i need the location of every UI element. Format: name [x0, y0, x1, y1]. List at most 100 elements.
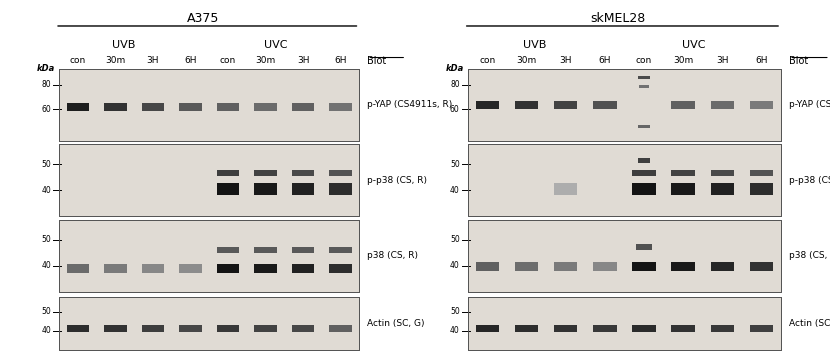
Text: kDa: kDa — [37, 64, 55, 73]
Bar — [476, 262, 499, 271]
Bar — [638, 125, 650, 128]
Text: 50: 50 — [450, 235, 460, 244]
Bar — [476, 101, 499, 109]
Bar — [632, 170, 656, 176]
Bar — [59, 220, 359, 292]
Text: 6H: 6H — [755, 56, 768, 65]
Text: 6H: 6H — [598, 56, 611, 65]
Bar — [632, 183, 656, 195]
Bar — [330, 264, 352, 273]
Text: con: con — [220, 56, 236, 65]
Text: 40: 40 — [42, 186, 51, 195]
Text: p-p38 (CS, R): p-p38 (CS, R) — [367, 176, 427, 185]
Text: con: con — [636, 56, 652, 65]
Bar — [671, 262, 695, 271]
Bar — [515, 262, 539, 271]
Text: p-p38 (CS, R): p-p38 (CS, R) — [789, 176, 830, 185]
Bar — [554, 262, 578, 271]
Text: kDa: kDa — [446, 64, 464, 73]
Bar — [292, 247, 315, 253]
Text: Actin (SC, G): Actin (SC, G) — [789, 319, 830, 328]
Text: 30m: 30m — [516, 56, 537, 65]
Text: UVC: UVC — [681, 40, 706, 50]
Bar — [710, 262, 734, 271]
Bar — [749, 262, 774, 271]
Bar — [59, 69, 359, 141]
Bar — [636, 244, 652, 250]
Bar — [710, 183, 734, 195]
Bar — [515, 325, 539, 332]
Bar — [59, 297, 359, 350]
Text: 40: 40 — [42, 261, 51, 270]
Text: Blot: Blot — [789, 56, 808, 66]
Bar — [217, 247, 239, 253]
Text: 40: 40 — [450, 326, 460, 335]
Text: p-YAP (CS4911s, R): p-YAP (CS4911s, R) — [367, 100, 452, 109]
Bar — [104, 103, 127, 111]
Bar — [476, 325, 499, 332]
Bar — [179, 103, 202, 111]
Bar — [330, 183, 352, 195]
Text: A375: A375 — [187, 12, 220, 25]
Text: p38 (CS, R): p38 (CS, R) — [367, 251, 418, 260]
Text: UVB: UVB — [112, 40, 135, 50]
Bar — [671, 183, 695, 195]
Text: con: con — [70, 56, 86, 65]
Text: 3H: 3H — [147, 56, 159, 65]
Text: 40: 40 — [42, 326, 51, 335]
Bar — [632, 325, 656, 332]
Text: Blot: Blot — [367, 56, 387, 66]
Bar — [254, 325, 276, 332]
Bar — [66, 325, 89, 332]
Bar — [66, 264, 89, 273]
Bar — [217, 264, 239, 273]
Bar — [468, 144, 781, 216]
Bar — [217, 183, 239, 195]
Bar — [179, 264, 202, 273]
Bar — [593, 101, 617, 109]
Text: 3H: 3H — [716, 56, 729, 65]
Text: 50: 50 — [42, 160, 51, 169]
Bar — [639, 85, 649, 88]
Bar — [104, 264, 127, 273]
Text: 40: 40 — [450, 261, 460, 270]
Bar — [104, 325, 127, 332]
Bar — [292, 103, 315, 111]
Text: 50: 50 — [42, 235, 51, 244]
Bar — [632, 262, 656, 271]
Bar — [292, 325, 315, 332]
Text: 60: 60 — [42, 105, 51, 114]
Text: 6H: 6H — [184, 56, 197, 65]
Bar — [330, 170, 352, 176]
Bar — [179, 325, 202, 332]
Bar — [59, 144, 359, 216]
Bar — [637, 157, 651, 162]
Bar — [217, 103, 239, 111]
Bar — [254, 247, 276, 253]
Text: 6H: 6H — [334, 56, 347, 65]
Bar — [292, 183, 315, 195]
Text: skMEL28: skMEL28 — [591, 12, 646, 25]
Text: 50: 50 — [450, 307, 460, 316]
Bar — [515, 101, 539, 109]
Bar — [749, 325, 774, 332]
Bar — [468, 297, 781, 350]
Bar — [671, 325, 695, 332]
Text: UVC: UVC — [264, 40, 287, 50]
Bar — [468, 144, 781, 216]
Text: 30m: 30m — [105, 56, 125, 65]
Bar — [593, 325, 617, 332]
Text: 80: 80 — [42, 80, 51, 89]
Bar — [468, 297, 781, 350]
Bar — [292, 264, 315, 273]
Bar — [637, 76, 651, 79]
Bar — [710, 325, 734, 332]
Bar — [710, 170, 734, 176]
Bar — [59, 297, 359, 350]
Bar — [142, 264, 164, 273]
Bar — [468, 69, 781, 141]
Text: UVB: UVB — [523, 40, 547, 50]
Bar — [217, 325, 239, 332]
Bar — [254, 170, 276, 176]
Bar — [671, 170, 695, 176]
